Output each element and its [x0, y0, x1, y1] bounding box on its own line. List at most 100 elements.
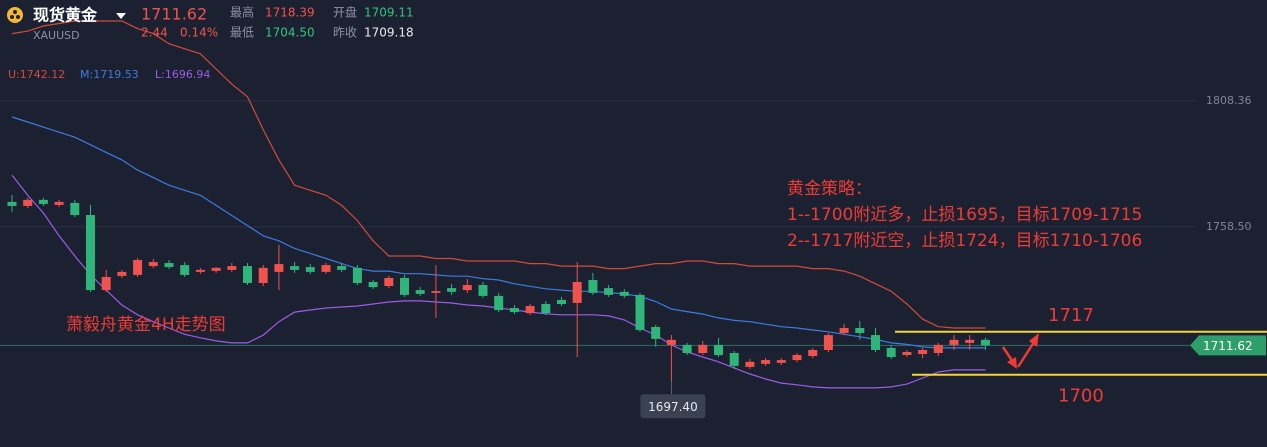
candle-body	[180, 265, 190, 275]
candle-body	[714, 344, 723, 356]
candle-body	[792, 355, 802, 361]
level-label: 1717	[1048, 305, 1094, 326]
icon-dot	[13, 10, 17, 14]
candle-body	[823, 335, 833, 350]
candle-body	[980, 339, 990, 346]
candle-body	[949, 339, 959, 345]
price-tag-label: 1711.62	[1203, 339, 1253, 353]
candle-body	[918, 349, 928, 355]
candle-body	[462, 285, 472, 291]
legend-entry: M:1719.53	[80, 68, 139, 81]
high-label: 最高	[230, 5, 254, 20]
prev-close-value: 1709.18	[364, 26, 414, 40]
candle-body	[337, 266, 347, 270]
prev-close-label: 昨收	[333, 26, 357, 40]
symbol: XAUUSD	[33, 29, 80, 42]
candle-body	[305, 267, 315, 272]
candle-body	[761, 360, 771, 364]
candle-body	[258, 267, 268, 284]
candle-body	[23, 199, 33, 206]
candle-body	[902, 351, 912, 356]
level-label: 1700	[1058, 386, 1104, 407]
icon-dot	[10, 15, 14, 19]
dropdown-arrow[interactable]	[116, 13, 126, 19]
chart-caption: 萧毅舟黄金4H走势图	[66, 315, 226, 335]
candle-body	[729, 353, 739, 366]
candle-body	[70, 202, 80, 216]
candle-body	[447, 288, 457, 292]
candle-body	[415, 290, 425, 294]
candle-body	[384, 277, 394, 287]
candle-body	[101, 276, 111, 291]
candle-body	[243, 266, 252, 284]
candle-body	[965, 339, 975, 343]
arrowhead	[1029, 333, 1039, 347]
candle-body	[431, 291, 441, 293]
open-value: 1709.11	[364, 6, 414, 20]
candle-body	[164, 263, 174, 268]
candle-body	[352, 267, 362, 284]
low-label: 最低	[230, 26, 254, 40]
legend-entry: L:1696.94	[155, 68, 210, 81]
y-tick-label: 1758.50	[1206, 220, 1252, 233]
candle-body	[38, 199, 48, 204]
candle-body	[541, 303, 551, 314]
candle-body	[682, 344, 692, 354]
plot-area: 1808.36 1758.50	[0, 20, 1252, 389]
candle-body	[698, 344, 708, 354]
candle-body	[557, 299, 566, 304]
candle-body	[274, 264, 284, 272]
low-marker-label: 1697.40	[648, 400, 698, 414]
symbol-icon	[7, 7, 23, 23]
candle-body	[855, 327, 865, 334]
candle-body	[400, 277, 409, 295]
arrows	[1001, 333, 1039, 369]
instrument-name[interactable]: 现货黄金	[33, 6, 98, 25]
high-value: 1718.39	[265, 6, 315, 20]
low-value: 1704.50	[265, 26, 315, 40]
candle-body	[776, 360, 786, 363]
candle-body	[509, 308, 519, 313]
band-line	[11, 20, 986, 329]
candle-body	[839, 327, 849, 334]
candle-body	[933, 344, 943, 354]
candle-body	[572, 281, 582, 303]
candle-body	[871, 335, 880, 350]
legend-entry: U:1742.12	[8, 68, 65, 81]
current-price: 1711.62	[141, 5, 207, 24]
candle-body	[886, 347, 896, 358]
candle-body	[148, 262, 158, 267]
price-tag	[1190, 335, 1266, 356]
candle-body	[368, 281, 378, 288]
candle-body	[525, 306, 535, 314]
candle-body	[117, 271, 127, 276]
candle-body	[808, 349, 818, 357]
candle-body	[86, 215, 95, 291]
open-label: 开盘	[333, 5, 357, 20]
candle-body	[604, 288, 614, 295]
candle-body	[321, 265, 331, 272]
change: 2.44	[141, 26, 168, 40]
arrowhead	[1007, 357, 1017, 369]
candle-body	[666, 339, 676, 345]
candle-body	[619, 291, 629, 296]
candle-body	[7, 201, 17, 206]
candle-body	[635, 294, 645, 331]
y-tick-label: 1808.36	[1206, 94, 1252, 107]
strategy-line: 1--1700附近多，止损1695，目标1709-1715	[787, 205, 1142, 225]
header: 现货黄金 1711.62 XAUUSD 2.44 0.14% 最高 1718.3…	[7, 5, 414, 42]
candle-body	[651, 326, 661, 339]
candle-body	[494, 295, 504, 311]
low-marker-box	[640, 394, 706, 419]
arrow-down	[1001, 346, 1015, 363]
strategy-line: 2--1717附近空，止损1724，目标1710-1706	[787, 231, 1142, 251]
candle-body	[211, 267, 221, 271]
candle-body	[195, 269, 205, 272]
candle-body	[54, 201, 64, 205]
candle-body	[588, 279, 598, 293]
candle-body	[478, 285, 488, 296]
strategy-title: 黄金策略：	[787, 179, 872, 199]
icon-dot	[16, 15, 20, 19]
